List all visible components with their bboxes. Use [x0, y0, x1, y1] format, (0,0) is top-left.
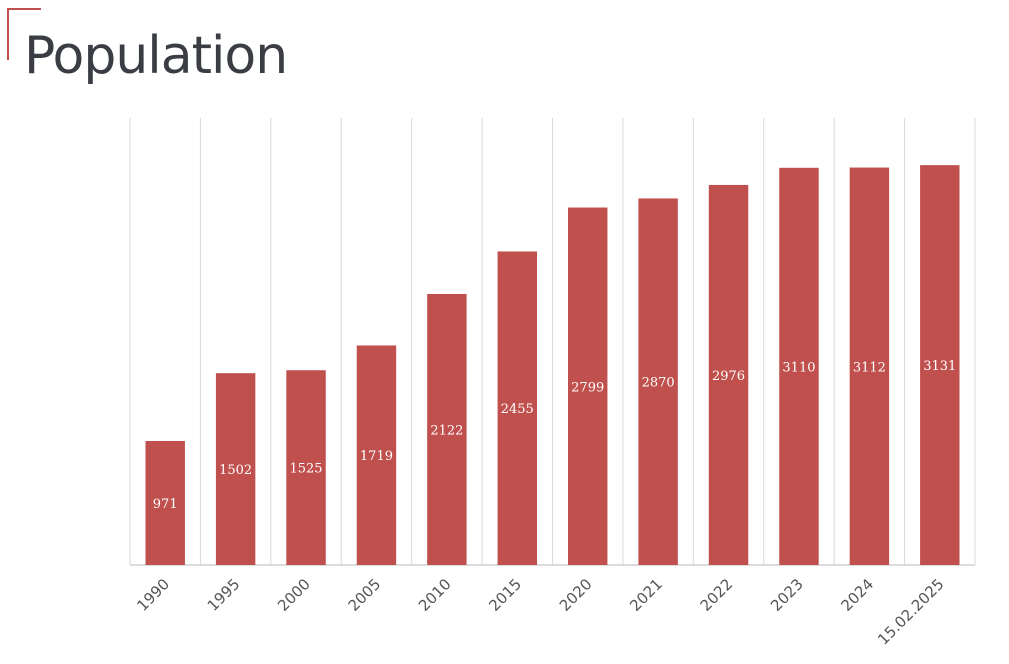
x-tick-label: 2010 — [415, 575, 455, 615]
bar-data-label: 1525 — [289, 462, 322, 477]
x-tick-label: 15.02.2025 — [874, 575, 947, 648]
x-tick-label: 2005 — [345, 575, 385, 615]
bar — [356, 345, 397, 565]
bar-data-label: 2976 — [712, 369, 745, 384]
bar-data-label: 3131 — [923, 359, 956, 374]
bar-data-label: 3112 — [853, 360, 886, 375]
bar — [145, 440, 185, 565]
bar-data-label: 1502 — [219, 463, 252, 478]
bar — [215, 373, 256, 565]
bar-data-label: 971 — [153, 497, 178, 512]
bar-data-label: 2455 — [501, 402, 534, 417]
bar-data-label: 2799 — [571, 380, 604, 395]
bar — [497, 251, 538, 565]
x-tick-label: 1990 — [133, 575, 173, 615]
x-tick-label: 2000 — [274, 575, 314, 615]
x-tick-label: 2023 — [767, 575, 807, 615]
x-tick-label: 2015 — [485, 575, 525, 615]
x-tick-label: 1995 — [204, 575, 244, 615]
bar-data-label: 2870 — [642, 376, 675, 391]
bar — [708, 184, 749, 565]
bar — [638, 198, 678, 565]
bar — [567, 207, 608, 565]
bar — [779, 167, 819, 565]
x-tick-label: 2024 — [837, 575, 877, 615]
bar-data-label: 1719 — [360, 449, 393, 464]
bar-data-label: 2122 — [430, 423, 463, 438]
x-tick-label: 2021 — [626, 575, 666, 615]
bar — [286, 370, 326, 565]
x-tick-label: 2022 — [697, 575, 737, 615]
x-tick-label: 2020 — [556, 575, 596, 615]
page-title: Population — [24, 26, 288, 86]
corner-accent-mark — [7, 8, 41, 60]
bar-data-label: 3110 — [782, 360, 815, 375]
bar — [427, 293, 467, 565]
bar — [849, 167, 890, 565]
bar — [920, 165, 960, 565]
